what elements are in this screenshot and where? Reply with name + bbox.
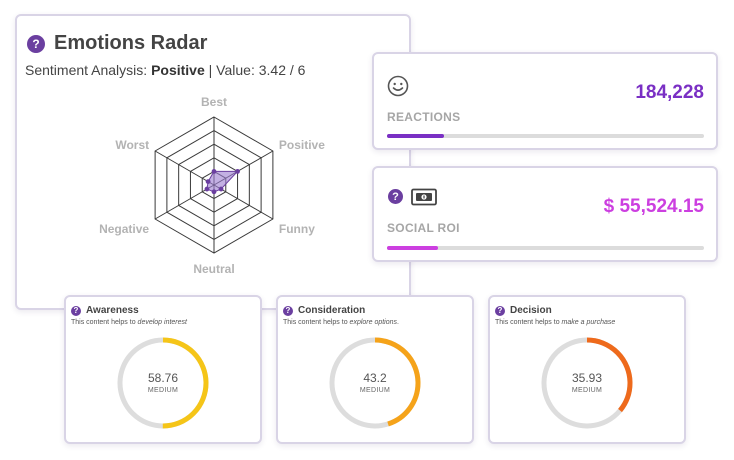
consideration-header: ? Consideration [283,305,365,316]
reactions-value: 184,228 [635,82,704,103]
gauge-level: MEDIUM [571,387,603,394]
gauge-desc-suffix: . [397,319,399,326]
sentiment-value: Positive [151,62,205,78]
radar-data-point [211,169,217,174]
gauge-level: MEDIUM [147,387,179,394]
gauge-progress-arc [541,337,633,429]
radar-axis-label: Positive [279,138,325,152]
gauge-desc-emphasis: make a purchase [561,319,616,326]
gauge-desc-emphasis: explore options [349,319,398,326]
gauge-desc-prefix: This content helps to [495,319,562,326]
radar-axis-label: Funny [279,222,315,236]
gauge-value: 58.76 [147,371,179,385]
decision-card: ? Decision This content helps to make a … [488,295,686,444]
social-roi-progress-fill [387,246,438,250]
radar-axis-line [154,184,215,220]
decision-ring-gauge [541,337,633,429]
gauge-desc-prefix: This content helps to [71,319,138,326]
help-icon[interactable]: ? [71,305,81,316]
gauge-description: This content helps to develop interest [71,319,187,326]
gauge-description: This content helps to explore options. [283,319,399,326]
social-roi-label: SOCIAL ROI [387,221,460,235]
reactions-label: REACTIONS [387,110,461,124]
radar-axis-line [213,184,274,220]
gauge-desc-prefix: This content helps to [283,319,350,326]
help-icon[interactable]: ? [283,305,293,316]
consideration-card: ? Consideration This content helps to ex… [276,295,474,444]
help-icon[interactable]: ? [495,305,505,316]
help-icon[interactable]: ? [27,34,45,53]
gauge-title: Consideration [298,305,366,316]
money-bill-icon [411,188,437,206]
reactions-progress-bar [387,134,704,138]
gauge-value: 43.2 [363,371,387,385]
radar-header: ? Emotions Radar [27,32,207,55]
radar-axis-label: Negative [99,222,149,236]
radar-axis-label: Neutral [193,262,234,276]
awareness-ring-gauge [117,337,209,429]
gauge-value: 35.93 [571,371,603,385]
reactions-progress-fill [387,134,445,138]
awareness-header: ? Awareness [71,305,139,316]
consideration-ring-gauge [329,337,421,429]
radar-chart: Best Positive Funny Neutral Negative Worst [99,95,325,276]
decision-header: ? Decision [495,305,552,316]
gauge-description: This content helps to make a purchase [495,319,615,326]
sentiment-summary: Sentiment Analysis: Positive | Value: 3.… [25,62,305,78]
gauge-title: Awareness [86,305,139,316]
gauge-desc-emphasis: develop interest [137,319,187,326]
social-roi-value: $ 55,524.15 [603,196,704,217]
gauge-progress-arc [329,337,421,429]
smiley-face-icon [387,75,409,97]
radar-data-point [211,189,217,195]
awareness-card: ? Awareness This content helps to develo… [64,295,262,444]
sentiment-score: | Value: 3.42 / 6 [204,62,306,78]
radar-data-point [218,186,224,192]
help-icon[interactable]: ? [388,189,403,204]
social-roi-progress-bar [387,246,704,250]
radar-data-point [205,179,211,185]
radar-data-point [204,186,210,192]
reactions-card: 184,228 REACTIONS [372,52,718,150]
sentiment-prefix: Sentiment Analysis: [25,62,152,78]
radar-axis-line [154,150,215,186]
social-roi-card: ? $ 55,524.15 SOCIAL ROI [372,166,718,262]
gauge-progress-arc [117,337,209,429]
gauge-level: MEDIUM [359,387,391,394]
radar-title: Emotions Radar [54,32,208,54]
radar-axis-label: Best [201,95,227,109]
radar-axis-label: Worst [115,138,149,152]
gauge-title: Decision [510,305,552,316]
radar-data-point [235,169,240,174]
emotions-radar-card: Best Positive Funny Neutral Negative Worst ? … [15,14,411,310]
